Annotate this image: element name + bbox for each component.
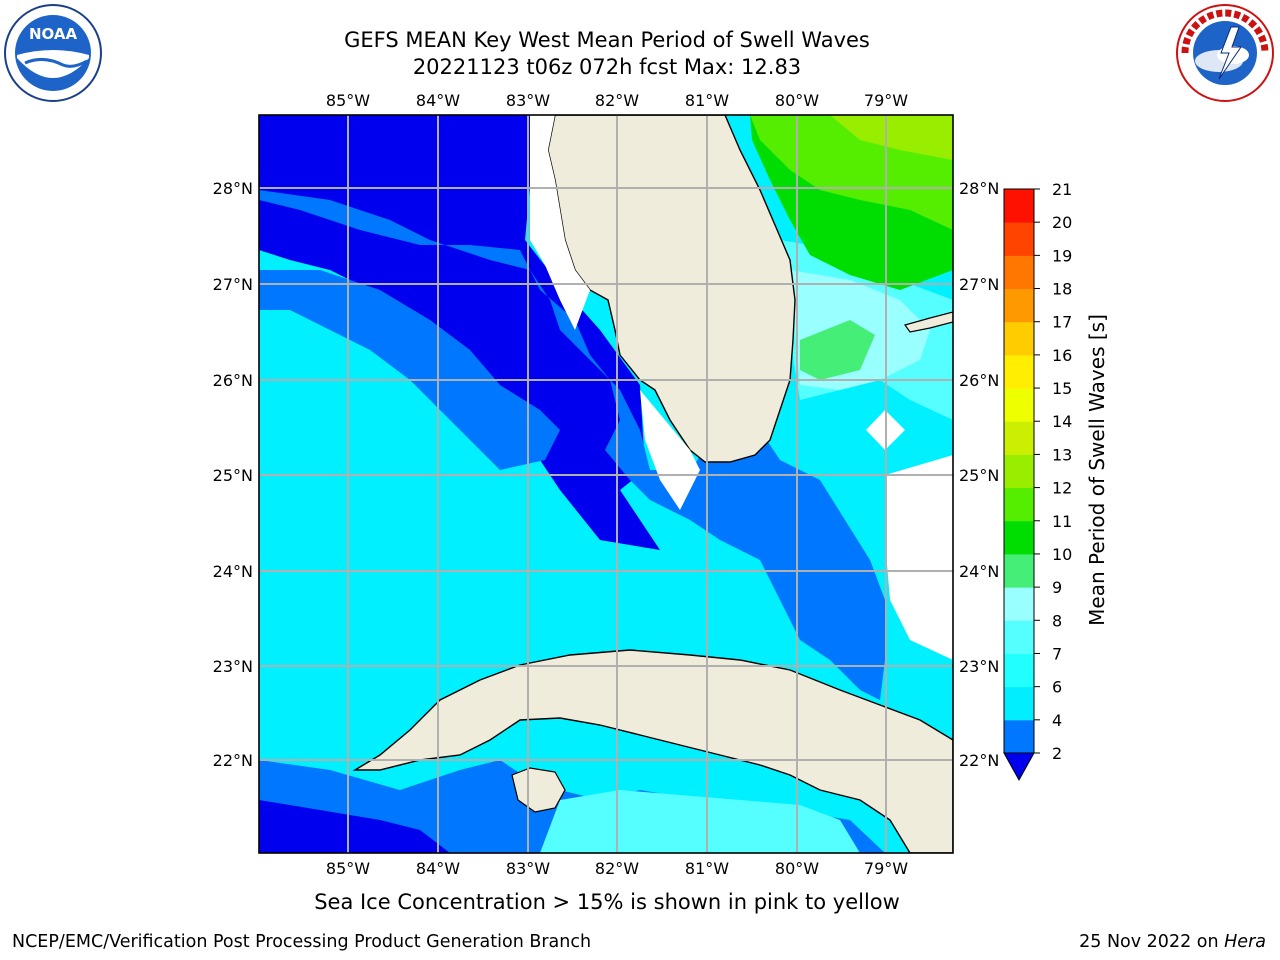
lon-tick-bottom: 81°W (685, 859, 729, 878)
colorbar-segment (1004, 487, 1034, 522)
footer-host: Hera (1224, 932, 1266, 952)
lon-tick-top: 84°W (416, 91, 460, 110)
colorbar-segment (1004, 653, 1034, 688)
colorbar-tick-label: 4 (1052, 711, 1062, 730)
contour-medium-blue-west (259, 270, 560, 470)
nodata-patch-1 (530, 115, 590, 330)
lat-tick-right: 22°N (959, 751, 999, 770)
colorbar-tick-label: 15 (1052, 379, 1072, 398)
colorbar-label: Mean Period of Swell Waves [s] (1085, 314, 1109, 626)
lon-tick-bottom: 83°W (506, 859, 550, 878)
colorbar-segment (1004, 686, 1034, 721)
colorbar-segment (1004, 388, 1034, 422)
colorbar-segment (1004, 321, 1034, 356)
lat-labels-right: 28°N 27°N 26°N 25°N 24°N 23°N 22°N (959, 179, 999, 770)
colorbar-tick-label: 10 (1052, 545, 1072, 564)
lon-tick-top: 81°W (685, 91, 729, 110)
colorbar: 2 4 6 7 8 9 10 11 12 13 14 15 16 17 18 19 20 21 (1003, 180, 1072, 782)
lat-tick-right: 28°N (959, 179, 999, 198)
colorbar-segment (1004, 454, 1034, 489)
colorbar-tick-label: 6 (1052, 678, 1062, 697)
lon-tick-top: 85°W (326, 91, 370, 110)
colorbar-tick-label: 20 (1052, 213, 1072, 232)
lon-labels-top: 85°W 84°W 83°W 82°W 81°W 80°W 79°W (326, 91, 908, 110)
nodata-patch-4 (640, 390, 700, 510)
colorbar-segment (1004, 189, 1034, 223)
lat-tick-left: 24°N (213, 562, 253, 581)
lon-labels-bottom: 85°W 84°W 83°W 82°W 81°W 80°W 79°W (326, 859, 908, 878)
lon-tick-bottom: 80°W (775, 859, 819, 878)
sea-ice-note: Sea Ice Concentration > 15% is shown in … (314, 890, 900, 914)
colorbar-tick-label: 12 (1052, 479, 1072, 498)
colorbar-segment (1004, 587, 1034, 621)
lat-tick-left: 27°N (213, 275, 253, 294)
colorbar-tick-label: 21 (1052, 180, 1072, 199)
lon-tick-top: 83°W (506, 91, 550, 110)
lat-labels-left: 28°N 27°N 26°N 25°N 24°N 23°N 22°N (213, 179, 253, 770)
colorbar-tick-label: 9 (1052, 578, 1062, 597)
svg-text:NOAA: NOAA (29, 25, 78, 43)
nodata-patch-3 (885, 455, 953, 660)
map-frame (258, 114, 954, 854)
lat-tick-left: 28°N (213, 179, 253, 198)
lon-tick-top: 82°W (595, 91, 639, 110)
colorbar-tick-label: 17 (1052, 313, 1072, 332)
noaa-logo-icon: NOAA (4, 4, 102, 102)
lon-tick-bottom: 82°W (595, 859, 639, 878)
lon-tick-bottom: 79°W (864, 859, 908, 878)
map-area (259, 115, 953, 853)
footer-date: 25 Nov 2022 on Hera (1079, 932, 1266, 952)
contour-light-cyan-south (540, 790, 860, 853)
lat-tick-right: 27°N (959, 275, 999, 294)
colorbar-tick-label: 18 (1052, 280, 1072, 299)
nws-logo-icon (1176, 4, 1274, 102)
bahamas-land (904, 311, 953, 333)
lat-tick-left: 23°N (213, 657, 253, 676)
colorbar-tick-label: 7 (1052, 644, 1062, 663)
colorbar-extend-arrow (1003, 752, 1035, 782)
footer-date-text: 25 Nov 2022 on (1079, 932, 1225, 952)
colorbar-tick-label: 19 (1052, 246, 1072, 265)
lon-tick-bottom: 84°W (416, 859, 460, 878)
lat-tick-left: 26°N (213, 371, 253, 390)
cuba-land (352, 649, 953, 853)
lon-tick-bottom: 85°W (326, 859, 370, 878)
colorbar-segment (1004, 520, 1034, 555)
map-title: GEFS MEAN Key West Mean Period of Swell … (344, 28, 870, 52)
colorbar-tick-label: 14 (1052, 412, 1072, 431)
colorbar-tick-label: 2 (1052, 744, 1062, 763)
contour-dark-blue-south (259, 800, 450, 853)
lat-tick-left: 25°N (213, 466, 253, 485)
colorbar-tick-label: 8 (1052, 611, 1062, 630)
footer-credit: NCEP/EMC/Verification Post Processing Pr… (12, 932, 592, 952)
colorbar-segment (1004, 620, 1034, 654)
colorbar-segment (1004, 553, 1034, 588)
colorbar-segment (1004, 354, 1034, 389)
isle-of-youth-land (511, 767, 566, 813)
contour-seagreen-swell (800, 320, 875, 380)
colorbar-tick-label: 16 (1052, 346, 1072, 365)
colorbar-frame (1003, 188, 1035, 754)
lat-tick-right: 25°N (959, 466, 999, 485)
colorbar-segment (1004, 421, 1034, 455)
colorbar-segment (1004, 288, 1034, 323)
colorbar-segment (1004, 255, 1034, 290)
lat-tick-right: 26°N (959, 371, 999, 390)
graticule (259, 115, 953, 853)
colorbar-tick-label: 13 (1052, 445, 1072, 464)
lat-tick-left: 22°N (213, 751, 253, 770)
colorbar-segment (1004, 719, 1034, 754)
lon-tick-top: 79°W (864, 91, 908, 110)
colorbar-segment (1004, 222, 1034, 256)
map-subtitle: 20221123 t06z 072h fcst Max: 12.83 (412, 55, 802, 79)
colorbar-tick-label: 11 (1052, 512, 1072, 531)
lat-tick-right: 24°N (959, 562, 999, 581)
contour-yellowgreen-swell (830, 115, 953, 160)
lat-tick-right: 23°N (959, 657, 999, 676)
lon-tick-top: 80°W (775, 91, 819, 110)
